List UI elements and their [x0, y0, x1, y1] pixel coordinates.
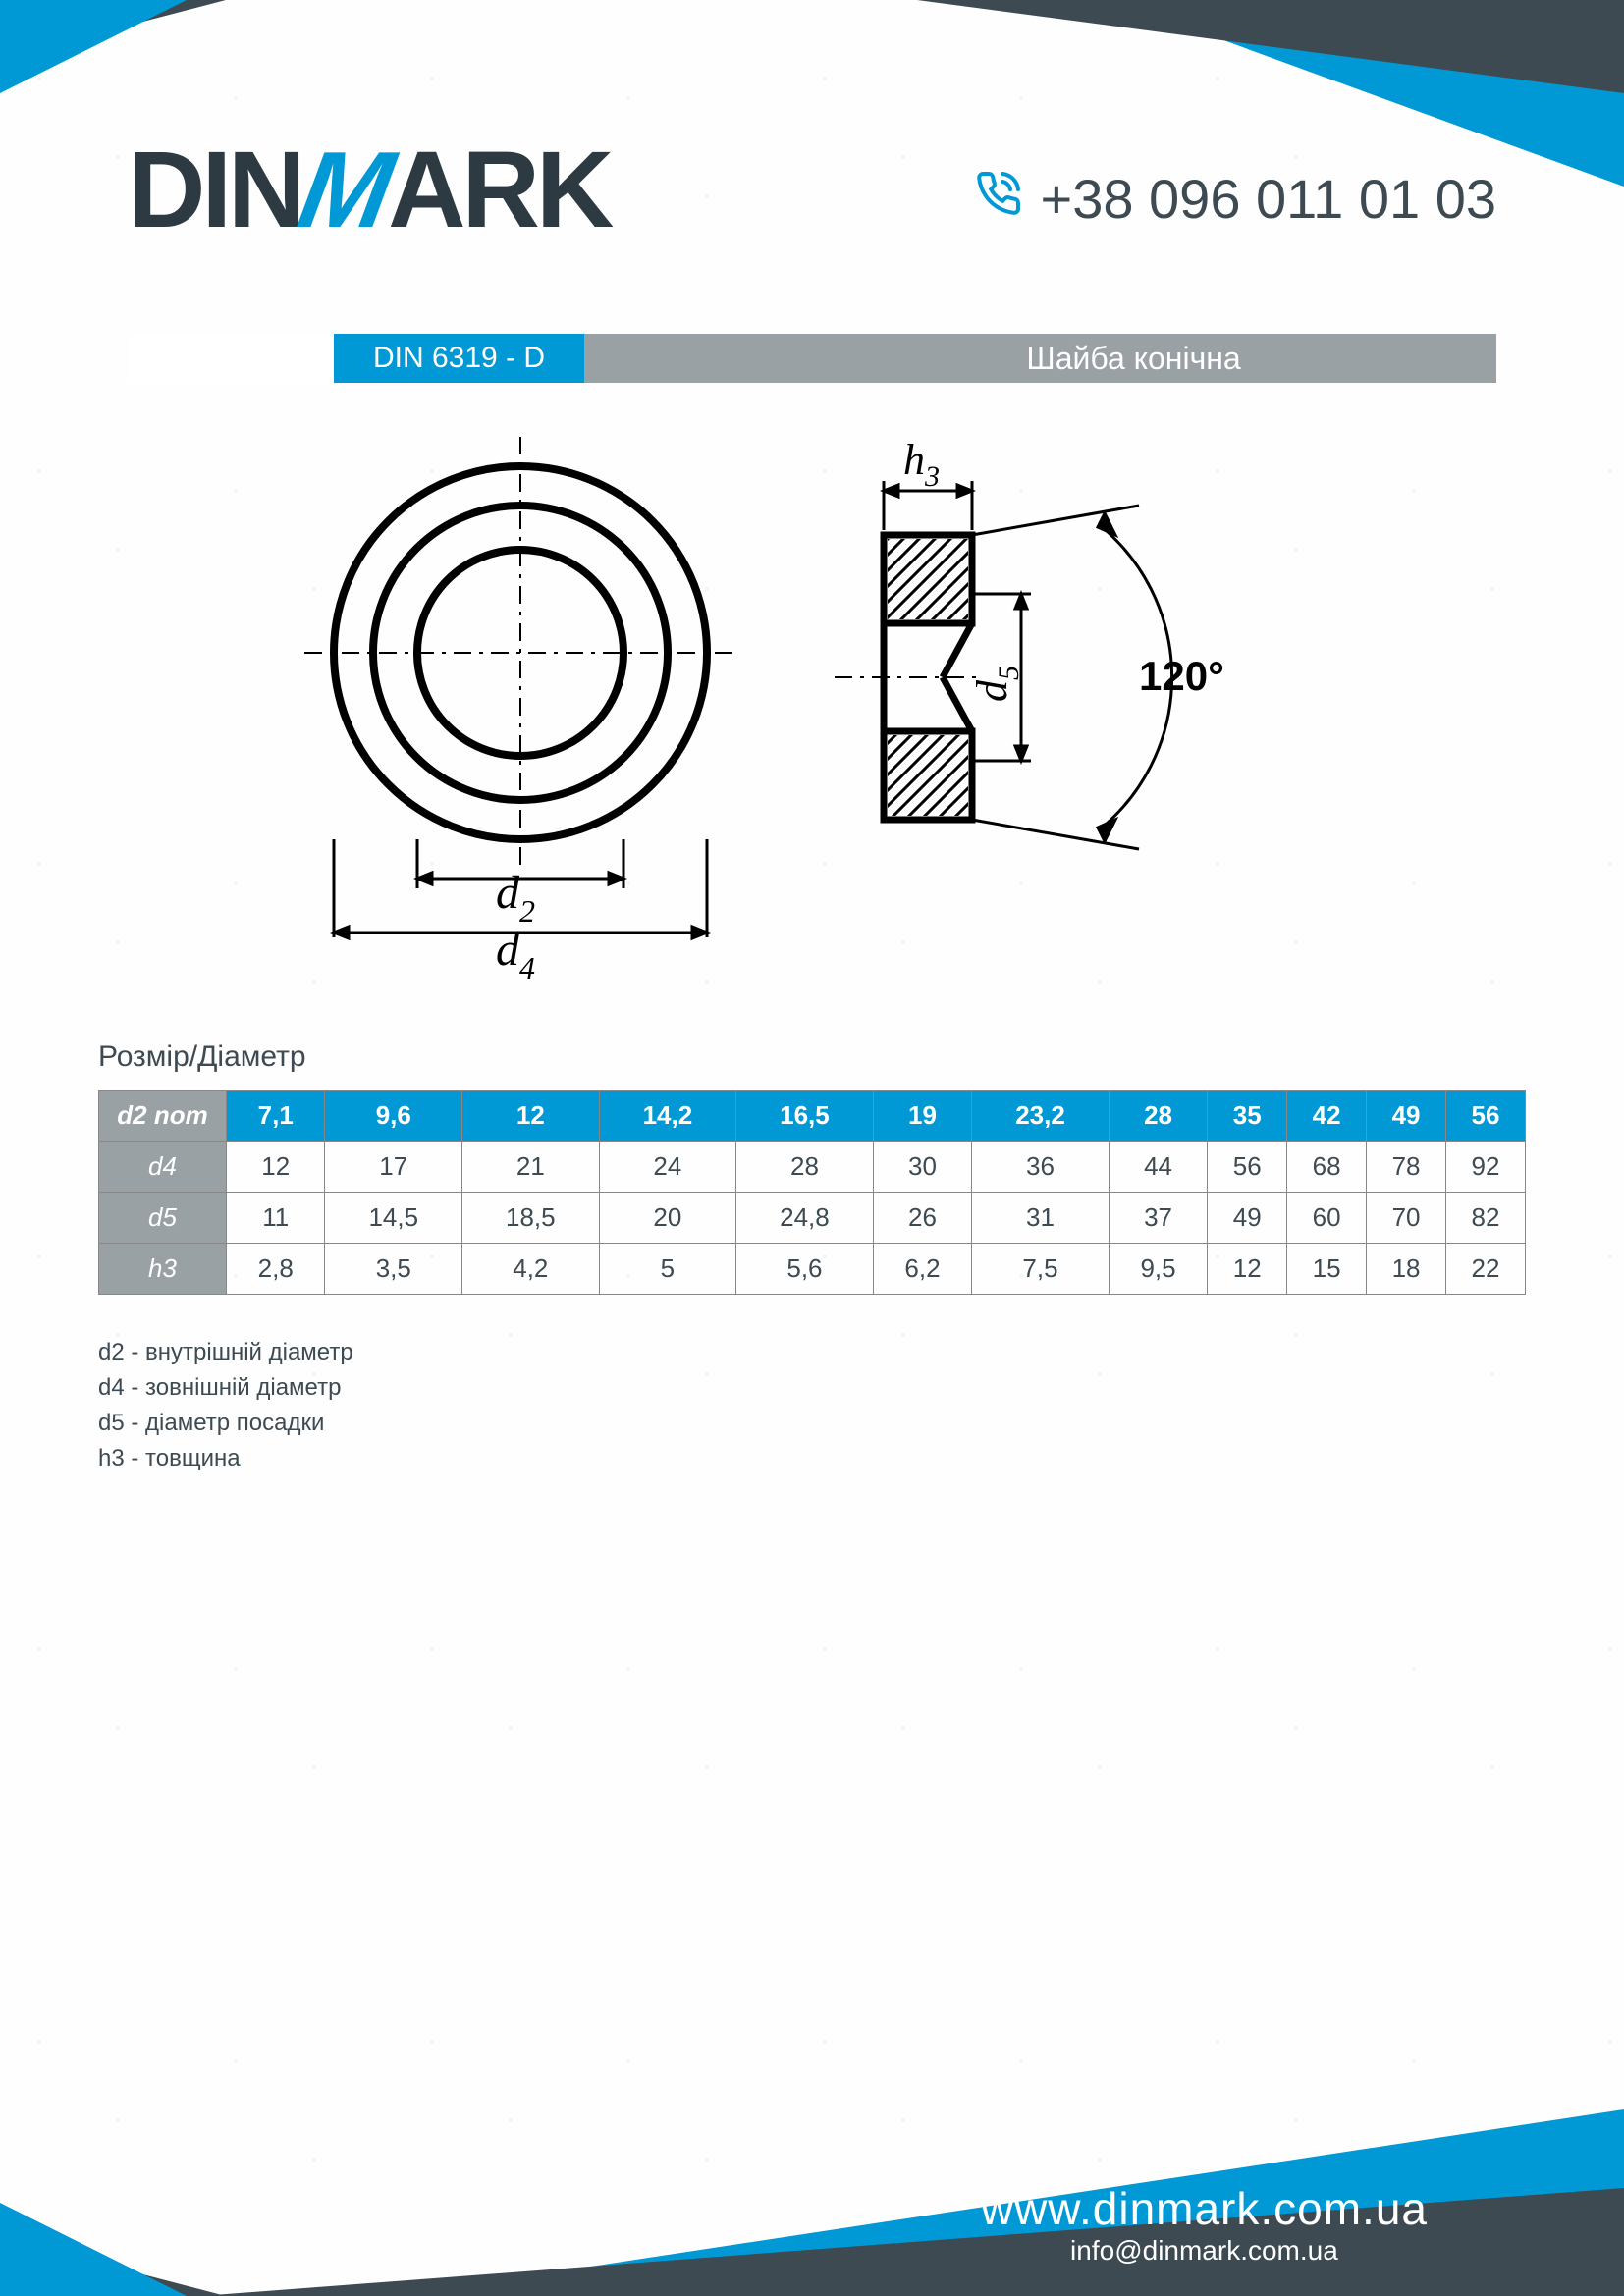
diagram-top-view: d2 d4	[314, 447, 727, 957]
label-d5: d	[968, 679, 1016, 702]
row-label-cell: d4	[99, 1142, 227, 1193]
table-cell: 56	[1208, 1142, 1287, 1193]
product-title: Шайба конічна	[771, 334, 1496, 383]
table-cell: 30	[873, 1142, 971, 1193]
product-name: Шайба конічна	[1026, 341, 1240, 377]
row-label-cell: d5	[99, 1193, 227, 1244]
table-body: d4121721242830364456687892d51114,518,520…	[99, 1142, 1526, 1295]
legend-line: d4 - зовнішній діаметр	[98, 1370, 353, 1406]
table-row: h32,83,54,255,66,27,59,512151822	[99, 1244, 1526, 1295]
svg-text:h3: h3	[903, 436, 940, 493]
label-h3-sub: 3	[924, 460, 940, 493]
table-cell: 68	[1287, 1142, 1367, 1193]
legend-block: d2 - внутрішній діаметрd4 - зовнішній ді…	[98, 1335, 353, 1476]
label-h3: h	[903, 436, 925, 484]
table-header-cell: 19	[873, 1091, 971, 1142]
footer-text: www.dinmark.com.ua info@dinmark.com.ua	[981, 2182, 1428, 2267]
header-decor-left-blue	[0, 0, 187, 93]
table-cell: 3,5	[325, 1244, 462, 1295]
table-header-cell: 35	[1208, 1091, 1287, 1142]
logo-part-m: M	[291, 128, 399, 252]
table-cell: 15	[1287, 1244, 1367, 1295]
legend-line: d2 - внутрішній діаметр	[98, 1335, 353, 1370]
footer-decor-left-blue	[0, 2203, 187, 2296]
table-cell: 78	[1367, 1142, 1446, 1193]
table-header-cell: 14,2	[599, 1091, 736, 1142]
table-cell: 7,5	[972, 1244, 1110, 1295]
title-bar: DIN 6319 - D Шайба конічна	[128, 334, 1496, 383]
logo-part-1: DIN	[128, 130, 301, 250]
table-cell: 92	[1445, 1142, 1525, 1193]
row-label-cell: h3	[99, 1244, 227, 1295]
table-cell: 82	[1445, 1193, 1525, 1244]
table-cell: 20	[599, 1193, 736, 1244]
table-row: d51114,518,52024,826313749607082	[99, 1193, 1526, 1244]
table-cell: 17	[325, 1142, 462, 1193]
table-header-cell: 49	[1367, 1091, 1446, 1142]
diagram-section-view: h3 120° d5	[844, 456, 1257, 947]
footer-email: info@dinmark.com.ua	[981, 2235, 1428, 2267]
table-cell: 18,5	[462, 1193, 600, 1244]
table-cell: 28	[736, 1142, 874, 1193]
table-header-cell: 7,1	[227, 1091, 325, 1142]
header-label-cell: d2 nom	[99, 1091, 227, 1142]
technical-diagram: d2 d4	[245, 432, 1326, 972]
page-container: DINMARK +38 096 011 01 03 DIN 6319 - D Ш…	[0, 0, 1624, 2296]
table-cell: 22	[1445, 1244, 1525, 1295]
footer-url: www.dinmark.com.ua	[981, 2182, 1428, 2235]
table-cell: 12	[1208, 1244, 1287, 1295]
spec-table: d2 nom 7,19,61214,216,51923,22835424956 …	[98, 1090, 1526, 1295]
table-cell: 70	[1367, 1193, 1446, 1244]
svg-text:d2: d2	[496, 867, 535, 929]
svg-text:d5: d5	[968, 666, 1025, 702]
table-cell: 36	[972, 1142, 1110, 1193]
table-header-cell: 42	[1287, 1091, 1367, 1142]
table-cell: 24,8	[736, 1193, 874, 1244]
standard-code: DIN 6319 - D	[373, 342, 545, 375]
table-header-cell: 23,2	[972, 1091, 1110, 1142]
table-caption: Розмір/Діаметр	[98, 1041, 306, 1074]
standard-chip: DIN 6319 - D	[334, 334, 584, 383]
brand-logo: DINMARK	[128, 128, 610, 252]
table-cell: 44	[1109, 1142, 1207, 1193]
label-d4: d	[496, 924, 520, 976]
label-d2-sub: 2	[519, 893, 535, 929]
label-d5-sub: 5	[993, 666, 1025, 680]
table-cell: 5,6	[736, 1244, 874, 1295]
table-header-cell: 9,6	[325, 1091, 462, 1142]
table-cell: 37	[1109, 1193, 1207, 1244]
legend-line: d5 - діаметр посадки	[98, 1406, 353, 1441]
table-cell: 4,2	[462, 1244, 600, 1295]
title-spacer	[584, 334, 771, 383]
table-cell: 11	[227, 1193, 325, 1244]
table-header-cell: 28	[1109, 1091, 1207, 1142]
title-gap	[128, 334, 334, 383]
angle-label: 120°	[1139, 653, 1224, 699]
label-d2: d	[496, 867, 520, 919]
table-cell: 2,8	[227, 1244, 325, 1295]
table-cell: 6,2	[873, 1244, 971, 1295]
table-cell: 60	[1287, 1193, 1367, 1244]
header-decor-right-dark	[917, 0, 1624, 93]
phone-icon	[975, 170, 1022, 229]
table-cell: 26	[873, 1193, 971, 1244]
logo-part-2: ARK	[388, 130, 610, 250]
table-header-cell: 16,5	[736, 1091, 874, 1142]
table-cell: 31	[972, 1193, 1110, 1244]
table-cell: 5	[599, 1244, 736, 1295]
legend-line: h3 - товщина	[98, 1441, 353, 1476]
table-cell: 21	[462, 1142, 600, 1193]
table-cell: 49	[1208, 1193, 1287, 1244]
table-cell: 14,5	[325, 1193, 462, 1244]
table-cell: 9,5	[1109, 1244, 1207, 1295]
table-header-cell: 56	[1445, 1091, 1525, 1142]
label-d4-sub: 4	[519, 950, 535, 986]
table-row: d4121721242830364456687892	[99, 1142, 1526, 1193]
table-cell: 24	[599, 1142, 736, 1193]
table-header-cell: 12	[462, 1091, 600, 1142]
table-header-row: d2 nom 7,19,61214,216,51923,22835424956	[99, 1091, 1526, 1142]
table-cell: 18	[1367, 1244, 1446, 1295]
table-cell: 12	[227, 1142, 325, 1193]
